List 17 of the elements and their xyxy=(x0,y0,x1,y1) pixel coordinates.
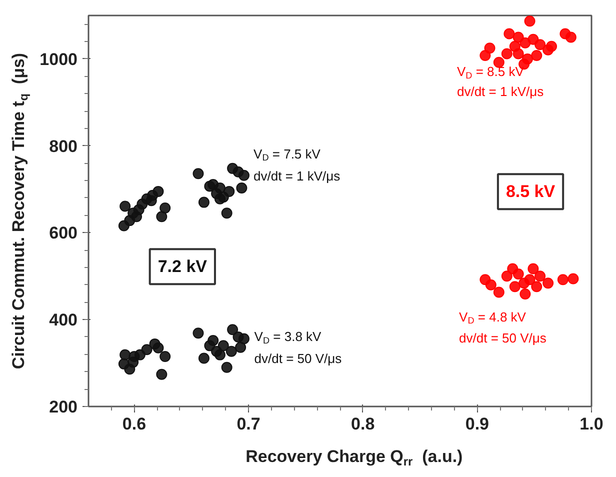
y-tick-label: 400 xyxy=(49,310,78,330)
x-tick-label: 0.6 xyxy=(122,414,146,434)
x-tick-label: 0.7 xyxy=(236,414,260,434)
y-tick-label: 600 xyxy=(49,224,78,243)
y-tick-label: 200 xyxy=(49,398,78,416)
annotation: 8.5 kV xyxy=(506,182,556,202)
annotation: dv/dt = 1 kV/μs xyxy=(254,168,341,184)
annotation: dv/dt = 1 kV/μs xyxy=(456,84,544,100)
annotation: dv/dt = 50 V/μs xyxy=(254,350,342,366)
x-tick-label: 1.0 xyxy=(580,414,604,434)
x-tick-label: 0.8 xyxy=(351,414,375,434)
annotation: 7.2 kV xyxy=(158,257,208,276)
y-axis-title: Circuit Commut. Recovery Time tq (μs) xyxy=(9,52,31,370)
x-tick-label: 0.9 xyxy=(465,414,490,434)
annotation: dv/dt = 50 V/μs xyxy=(459,330,547,346)
y-tick-label: 800 xyxy=(49,136,78,156)
y-tick-label: 1000 xyxy=(40,50,78,69)
